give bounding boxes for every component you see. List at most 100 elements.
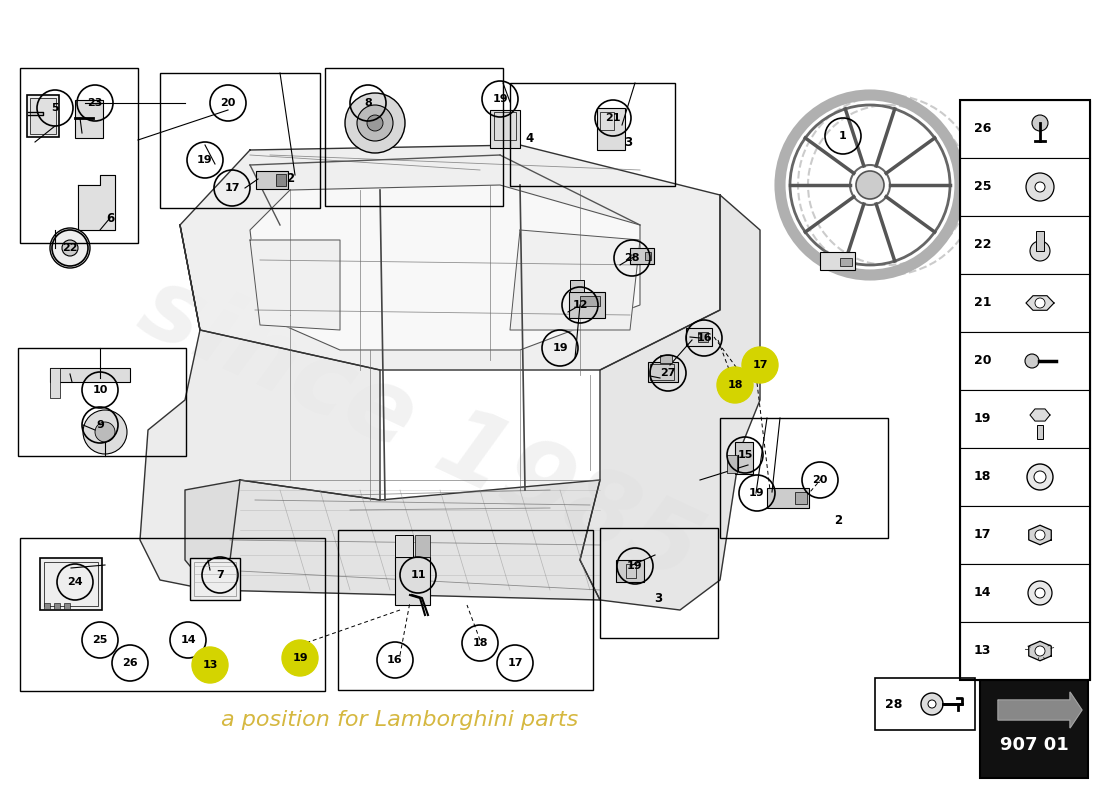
Text: 22: 22 bbox=[974, 238, 991, 251]
Text: 15: 15 bbox=[737, 450, 752, 460]
Text: 21: 21 bbox=[605, 113, 620, 123]
Text: 27: 27 bbox=[660, 368, 675, 378]
Bar bbox=[795, 492, 807, 504]
Polygon shape bbox=[580, 195, 760, 610]
Text: 9: 9 bbox=[96, 420, 103, 430]
Bar bbox=[1037, 425, 1043, 439]
Circle shape bbox=[358, 105, 393, 141]
Polygon shape bbox=[1026, 296, 1054, 310]
Text: 19: 19 bbox=[552, 343, 568, 353]
Bar bbox=[660, 355, 672, 363]
Bar bbox=[75, 100, 103, 138]
Text: 12: 12 bbox=[572, 300, 587, 310]
Text: 21: 21 bbox=[974, 297, 991, 310]
Bar bbox=[338, 530, 593, 690]
Text: 7: 7 bbox=[216, 570, 224, 580]
Polygon shape bbox=[1030, 409, 1050, 421]
Text: 13: 13 bbox=[202, 660, 218, 670]
Text: 17: 17 bbox=[974, 529, 991, 542]
Text: 19: 19 bbox=[197, 155, 212, 165]
Bar bbox=[395, 557, 430, 605]
Text: 19: 19 bbox=[627, 561, 642, 571]
Text: 20: 20 bbox=[974, 354, 991, 367]
Text: 3: 3 bbox=[653, 591, 662, 605]
Text: 4: 4 bbox=[526, 131, 535, 145]
Bar bbox=[960, 100, 1090, 158]
Circle shape bbox=[1035, 182, 1045, 192]
Text: since 1985: since 1985 bbox=[125, 258, 715, 602]
Bar bbox=[698, 332, 708, 342]
Bar bbox=[650, 364, 674, 380]
Polygon shape bbox=[250, 185, 640, 350]
Bar bbox=[395, 535, 412, 557]
Bar bbox=[874, 678, 975, 730]
Text: 24: 24 bbox=[67, 577, 82, 587]
Circle shape bbox=[1035, 588, 1045, 598]
Circle shape bbox=[1025, 354, 1040, 368]
Bar bbox=[54, 603, 60, 609]
Bar bbox=[570, 280, 584, 292]
Circle shape bbox=[1030, 241, 1050, 261]
Bar bbox=[630, 248, 654, 264]
Text: 25: 25 bbox=[92, 635, 108, 645]
Text: 10: 10 bbox=[92, 385, 108, 395]
Polygon shape bbox=[180, 145, 720, 370]
Bar bbox=[597, 108, 625, 150]
Bar bbox=[276, 174, 286, 186]
Bar bbox=[616, 560, 644, 582]
Bar bbox=[840, 258, 852, 266]
Bar bbox=[20, 538, 324, 691]
Text: 19: 19 bbox=[293, 653, 308, 663]
Bar bbox=[50, 368, 60, 398]
Text: 14: 14 bbox=[974, 586, 991, 599]
Bar bbox=[960, 506, 1090, 564]
Bar bbox=[626, 564, 636, 578]
Text: 28: 28 bbox=[625, 253, 640, 263]
Circle shape bbox=[192, 647, 228, 683]
Bar bbox=[569, 292, 605, 318]
Bar bbox=[44, 562, 98, 606]
Text: 3: 3 bbox=[624, 137, 632, 150]
Polygon shape bbox=[250, 240, 340, 330]
Text: 907 01: 907 01 bbox=[1000, 736, 1068, 754]
Text: 17: 17 bbox=[752, 360, 768, 370]
Bar bbox=[727, 455, 737, 473]
Bar bbox=[960, 390, 1090, 448]
Bar bbox=[30, 98, 56, 134]
Bar bbox=[490, 110, 520, 148]
Polygon shape bbox=[1028, 526, 1052, 545]
Bar bbox=[960, 216, 1090, 274]
Polygon shape bbox=[998, 692, 1082, 728]
Bar bbox=[645, 252, 651, 260]
Text: 18: 18 bbox=[727, 380, 742, 390]
Polygon shape bbox=[510, 230, 640, 330]
Circle shape bbox=[282, 640, 318, 676]
Bar bbox=[600, 528, 718, 638]
Circle shape bbox=[1035, 646, 1045, 656]
Bar bbox=[720, 418, 888, 538]
Circle shape bbox=[1027, 464, 1053, 490]
Text: 25: 25 bbox=[974, 181, 991, 194]
Text: 19: 19 bbox=[492, 94, 508, 104]
Bar bbox=[18, 348, 186, 456]
Bar bbox=[494, 112, 516, 140]
Bar bbox=[44, 603, 50, 609]
Bar bbox=[686, 328, 712, 346]
Bar bbox=[960, 158, 1090, 216]
Text: 5: 5 bbox=[52, 103, 58, 113]
Circle shape bbox=[345, 93, 405, 153]
Bar bbox=[960, 274, 1090, 332]
Text: 23: 23 bbox=[87, 98, 102, 108]
Circle shape bbox=[1034, 471, 1046, 483]
Bar bbox=[580, 296, 600, 306]
Bar bbox=[20, 68, 138, 243]
Bar bbox=[190, 558, 240, 600]
Text: 13: 13 bbox=[974, 645, 991, 658]
Circle shape bbox=[82, 410, 126, 454]
Polygon shape bbox=[140, 225, 379, 590]
Circle shape bbox=[1035, 298, 1045, 308]
Bar bbox=[960, 622, 1090, 680]
Bar bbox=[1036, 231, 1044, 251]
Bar bbox=[960, 564, 1090, 622]
Text: 20: 20 bbox=[812, 475, 827, 485]
